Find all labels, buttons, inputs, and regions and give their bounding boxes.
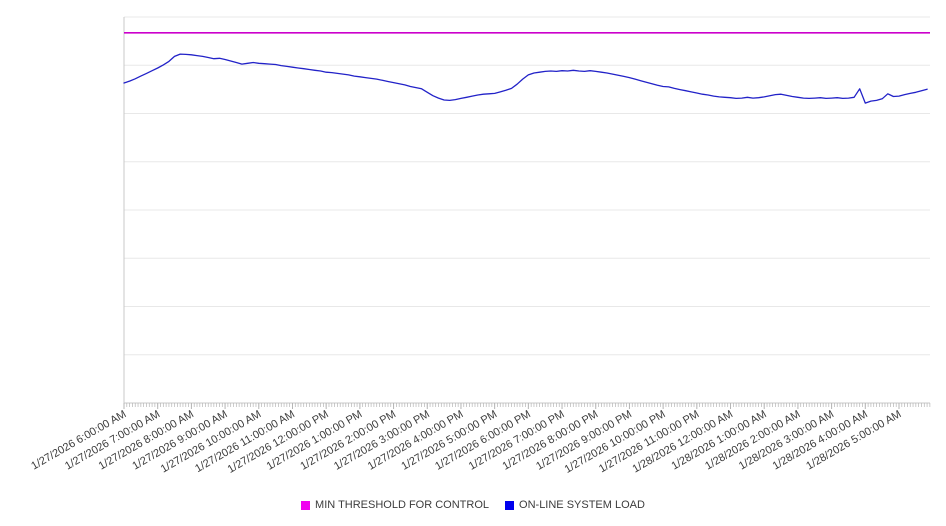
legend-item-system-load: ON-LINE SYSTEM LOAD [505,499,645,511]
legend-label-threshold: MIN THRESHOLD FOR CONTROL [315,499,490,511]
legend-swatch-load-icon [505,500,515,510]
legend-item-min-threshold: MIN THRESHOLD FOR CONTROL [301,499,489,511]
legend-swatch-threshold-icon [301,500,311,510]
legend: MIN THRESHOLD FOR CONTROL ON-LINE SYSTEM… [0,499,946,511]
system-load-line [123,53,928,104]
legend-label-load: ON-LINE SYSTEM LOAD [519,499,645,511]
